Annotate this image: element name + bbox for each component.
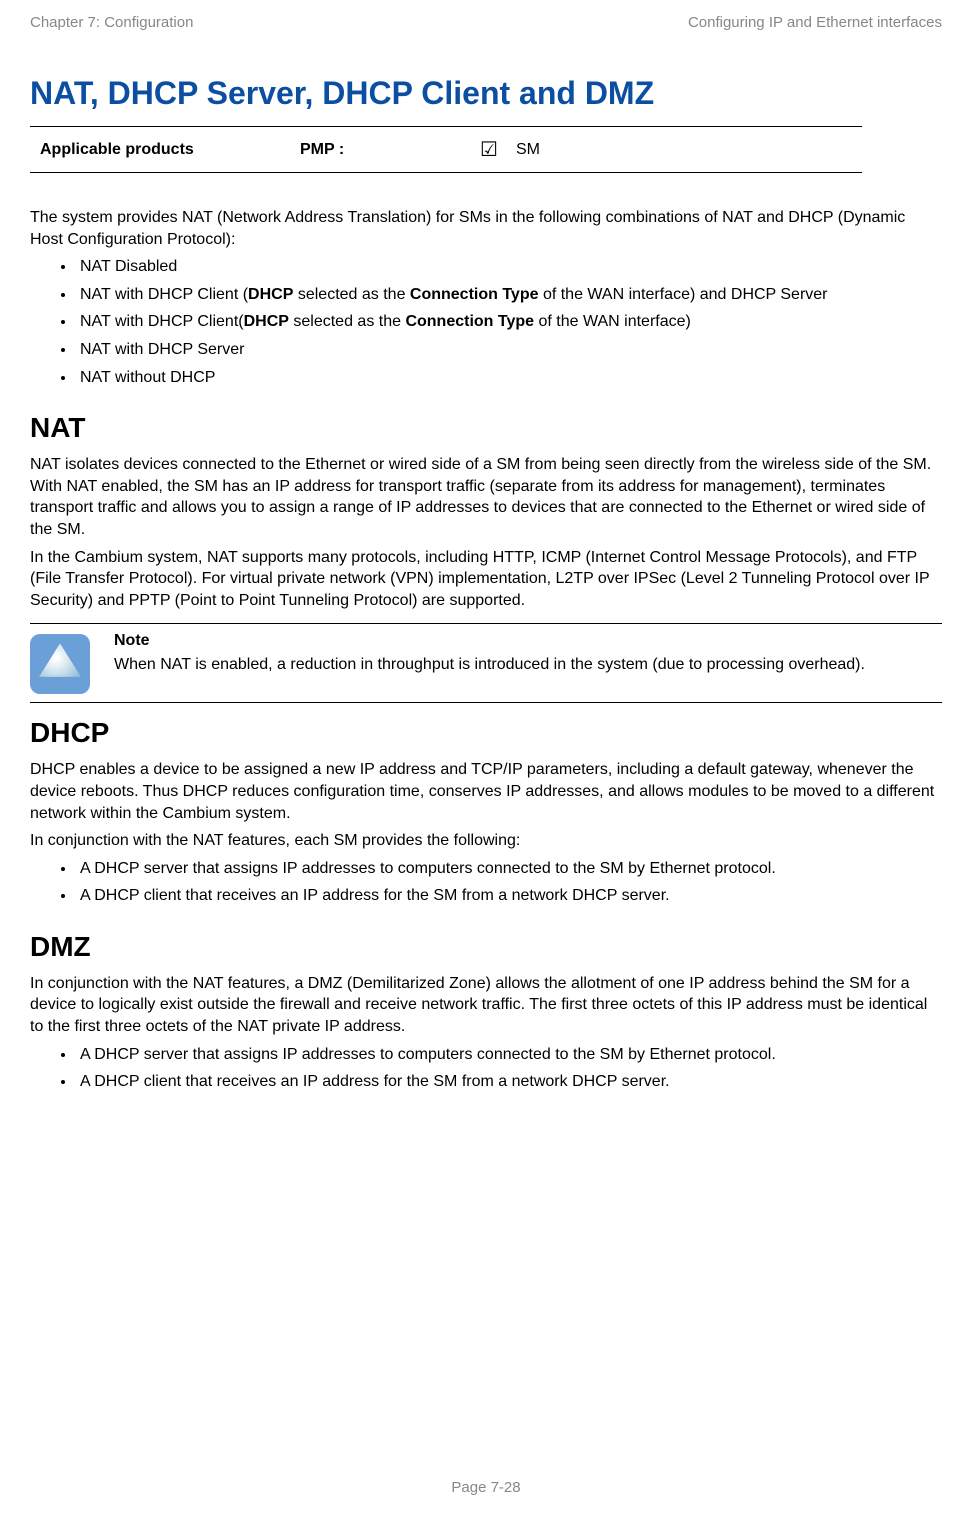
bold-text: Connection Type [410, 286, 539, 303]
note-block: Note When NAT is enabled, a reduction in… [30, 623, 942, 703]
note-icon [30, 634, 90, 694]
dmz-bullet-list: A DHCP server that assigns IP addresses … [30, 1044, 942, 1099]
checkmark-icon: ☑ [480, 137, 516, 162]
list-item: A DHCP server that assigns IP addresses … [76, 858, 942, 886]
bold-text: DHCP [244, 313, 289, 330]
dmz-p1: In conjunction with the NAT features, a … [30, 973, 942, 1038]
intro-paragraph: The system provides NAT (Network Address… [30, 207, 942, 250]
note-icon-wrap [30, 632, 114, 694]
applicable-products-row: Applicable products PMP : ☑ SM [30, 126, 862, 173]
list-item: A DHCP client that receives an IP addres… [76, 1071, 942, 1099]
list-item: A DHCP client that receives an IP addres… [76, 885, 942, 913]
page-header: Chapter 7: Configuration Configuring IP … [30, 14, 942, 31]
dmz-heading: DMZ [30, 931, 942, 963]
dhcp-p1: DHCP enables a device to be assigned a n… [30, 759, 942, 824]
dhcp-heading: DHCP [30, 717, 942, 749]
applicable-pmp: PMP : [300, 141, 480, 159]
nat-heading: NAT [30, 412, 942, 444]
dhcp-bullet-list: A DHCP server that assigns IP addresses … [30, 858, 942, 913]
list-item: NAT with DHCP Client(DHCP selected as th… [76, 311, 942, 339]
dhcp-p2: In conjunction with the NAT features, ea… [30, 830, 942, 852]
intro-bullet-list: NAT Disabled NAT with DHCP Client (DHCP … [30, 256, 942, 394]
bold-text: DHCP [248, 286, 293, 303]
text: NAT with DHCP Client( [80, 313, 244, 330]
text: of the WAN interface) [534, 313, 691, 330]
note-text: Note When NAT is enabled, a reduction in… [114, 632, 942, 676]
nat-p1: NAT isolates devices connected to the Et… [30, 454, 942, 540]
applicable-label: Applicable products [40, 141, 300, 159]
list-item: A DHCP server that assigns IP addresses … [76, 1044, 942, 1072]
text: NAT with DHCP Client ( [80, 286, 248, 303]
page-footer: Page 7-28 [0, 1479, 972, 1496]
nat-p2: In the Cambium system, NAT supports many… [30, 547, 942, 612]
text: selected as the [289, 313, 406, 330]
list-item: NAT Disabled [76, 256, 942, 284]
bold-text: Connection Type [405, 313, 534, 330]
header-right: Configuring IP and Ethernet interfaces [688, 14, 942, 31]
text: selected as the [293, 286, 410, 303]
header-left: Chapter 7: Configuration [30, 14, 193, 31]
note-label: Note [114, 632, 942, 650]
applicable-sm: SM [516, 141, 540, 159]
note-body: When NAT is enabled, a reduction in thro… [114, 654, 942, 676]
text: of the WAN interface) and DHCP Server [539, 286, 828, 303]
list-item: NAT without DHCP [76, 367, 942, 395]
section-title: NAT, DHCP Server, DHCP Client and DMZ [30, 75, 942, 112]
list-item: NAT with DHCP Server [76, 339, 942, 367]
list-item: NAT with DHCP Client (DHCP selected as t… [76, 284, 942, 312]
